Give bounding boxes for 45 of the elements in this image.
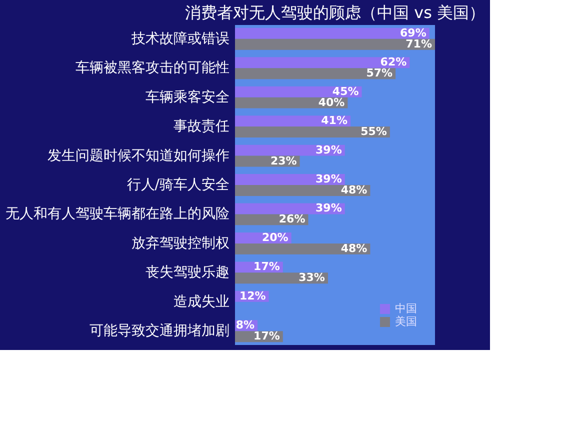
data-label: 20% bbox=[262, 230, 288, 244]
data-label: 23% bbox=[270, 154, 297, 168]
y-tick-label: 车辆被黑客攻击的可能性 bbox=[76, 60, 230, 76]
data-label: 8% bbox=[236, 318, 255, 332]
bar bbox=[235, 97, 348, 108]
data-label: 39% bbox=[316, 172, 342, 186]
bar bbox=[235, 68, 396, 80]
data-label: 71% bbox=[406, 37, 432, 50]
bar bbox=[235, 28, 430, 39]
bar bbox=[235, 57, 410, 68]
data-label: 39% bbox=[316, 202, 342, 215]
data-label: 12% bbox=[239, 289, 266, 302]
y-tick-label: 车辆乘客安全 bbox=[146, 89, 230, 106]
chart-title: 消费者对无人驾驶的顾虑（中国 vs 美国） bbox=[185, 3, 485, 22]
bar bbox=[235, 38, 435, 50]
y-tick-label: 可能导致交通拥堵加剧 bbox=[90, 323, 230, 340]
data-label: 17% bbox=[254, 330, 280, 343]
data-label: 55% bbox=[360, 125, 387, 138]
data-label: 40% bbox=[318, 96, 345, 109]
y-tick-label: 行人/骑车人安全 bbox=[126, 177, 230, 193]
data-label: 62% bbox=[380, 56, 407, 69]
data-label: 41% bbox=[321, 114, 348, 128]
y-tick-label: 事故责任 bbox=[174, 118, 230, 135]
legend-label: 中国 bbox=[395, 302, 417, 315]
data-label: 48% bbox=[340, 183, 368, 196]
y-tick-label: 放弃驾驶控制权 bbox=[132, 235, 230, 252]
data-label: 33% bbox=[298, 271, 325, 284]
data-label: 39% bbox=[316, 143, 342, 156]
y-tick-label: 发生问题时候不知道如何操作 bbox=[48, 148, 230, 164]
data-label: 57% bbox=[366, 66, 393, 80]
data-label: 48% bbox=[340, 242, 368, 255]
y-tick-label: 无人和有人驾驶车辆都在路上的风险 bbox=[6, 206, 230, 222]
y-tick-label: 造成失业 bbox=[174, 294, 230, 310]
y-tick-label: 技术故障或错误 bbox=[130, 30, 230, 47]
data-label: 17% bbox=[254, 260, 280, 274]
bar bbox=[235, 116, 350, 127]
data-label: 45% bbox=[332, 84, 359, 98]
bar bbox=[235, 126, 390, 138]
data-label: 69% bbox=[400, 26, 426, 40]
bar bbox=[235, 243, 370, 254]
bar bbox=[235, 86, 362, 98]
legend-label: 美国 bbox=[395, 315, 417, 328]
bar bbox=[235, 185, 370, 196]
y-tick-label: 丧失驾驶乐趣 bbox=[146, 264, 230, 281]
data-label: 26% bbox=[278, 212, 306, 226]
